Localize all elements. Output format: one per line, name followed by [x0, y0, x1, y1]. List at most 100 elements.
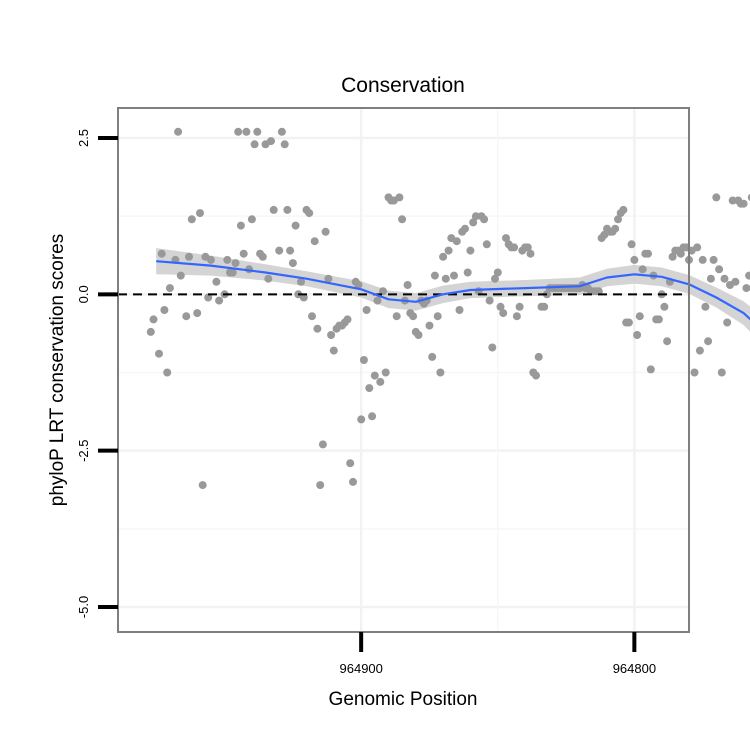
data-point [297, 277, 305, 286]
data-point [430, 271, 439, 280]
data-point [723, 318, 732, 327]
data-point [370, 371, 379, 380]
data-point [269, 205, 278, 214]
data-point [253, 127, 262, 136]
data-point [676, 249, 685, 258]
data-point [690, 368, 699, 377]
data-point [638, 265, 647, 274]
data-point [409, 312, 418, 321]
confidence-band [156, 248, 750, 332]
x-axis-label: Genomic Position [329, 689, 478, 710]
data-point [291, 221, 300, 230]
data-point [619, 205, 628, 214]
data-point [264, 274, 273, 283]
data-point [480, 215, 489, 224]
data-point [275, 246, 284, 255]
data-point [747, 193, 750, 201]
data-point [373, 296, 382, 305]
data-point [745, 271, 750, 280]
data-point [250, 140, 259, 149]
data-point [441, 274, 450, 283]
data-point [715, 265, 724, 274]
data-point [234, 127, 243, 136]
data-point [359, 356, 368, 364]
data-point [720, 274, 729, 283]
data-point [739, 199, 748, 208]
data-point [362, 306, 371, 314]
data-point [365, 384, 374, 393]
y-axis-label: phyloP LRT conservation scores [47, 234, 68, 507]
data-point [187, 215, 196, 224]
data-point [185, 252, 193, 261]
data-point [242, 127, 251, 136]
data-point [310, 237, 319, 246]
data-point [660, 302, 669, 311]
data-point [368, 412, 377, 421]
data-point [614, 215, 622, 224]
data-point [357, 415, 366, 424]
data-point [452, 237, 461, 246]
smooth-line [156, 260, 750, 321]
data-point [299, 293, 308, 302]
data-point [510, 243, 519, 252]
data-point [488, 343, 497, 352]
data-point [283, 205, 292, 214]
data-point [398, 215, 407, 224]
data-point [228, 268, 237, 277]
data-point [288, 259, 297, 268]
data-point [381, 368, 390, 377]
y-tick-label: 0.0 [76, 285, 91, 303]
data-point [174, 127, 183, 136]
data-point [695, 346, 704, 355]
data-point [176, 271, 185, 280]
data-point [198, 481, 207, 490]
smooth-line-group [156, 260, 750, 321]
data-point [663, 337, 672, 346]
data-point [654, 315, 663, 324]
data-point [646, 365, 655, 374]
data-point [436, 368, 445, 377]
data-point [247, 215, 256, 224]
data-point [165, 284, 174, 293]
data-point [698, 255, 707, 264]
data-point [376, 377, 385, 386]
data-point [392, 312, 401, 321]
y-tick-label: -2.5 [76, 439, 91, 461]
data-point [308, 312, 316, 321]
data-point [491, 274, 499, 283]
data-point [343, 315, 352, 324]
data-point [463, 268, 472, 277]
data-point [403, 281, 412, 289]
data-point [450, 271, 458, 280]
data-point [627, 240, 636, 249]
x-tick-label: 964900 [340, 661, 383, 676]
data-point [728, 196, 737, 205]
x-tick-label: 964800 [613, 661, 656, 676]
data-point [635, 312, 644, 321]
data-point [704, 337, 713, 346]
data-point [206, 255, 215, 264]
data-point [709, 255, 718, 264]
data-point [327, 331, 336, 339]
data-point [540, 302, 549, 311]
data-point [321, 227, 330, 236]
data-point [717, 368, 726, 377]
data-point [624, 318, 633, 327]
data-point [267, 137, 275, 146]
data-point [324, 274, 333, 283]
data-point [395, 193, 404, 202]
data-point [493, 268, 502, 277]
data-point [305, 209, 314, 218]
data-point [316, 481, 325, 490]
data-point [701, 302, 710, 311]
data-point [482, 240, 491, 249]
data-point [155, 349, 163, 358]
data-point [526, 249, 535, 258]
data-point [742, 284, 750, 293]
data-point [354, 281, 363, 289]
data-point [706, 274, 715, 283]
data-point [712, 193, 721, 202]
data-point [157, 249, 166, 258]
data-points [146, 127, 750, 490]
data-point [731, 277, 740, 286]
